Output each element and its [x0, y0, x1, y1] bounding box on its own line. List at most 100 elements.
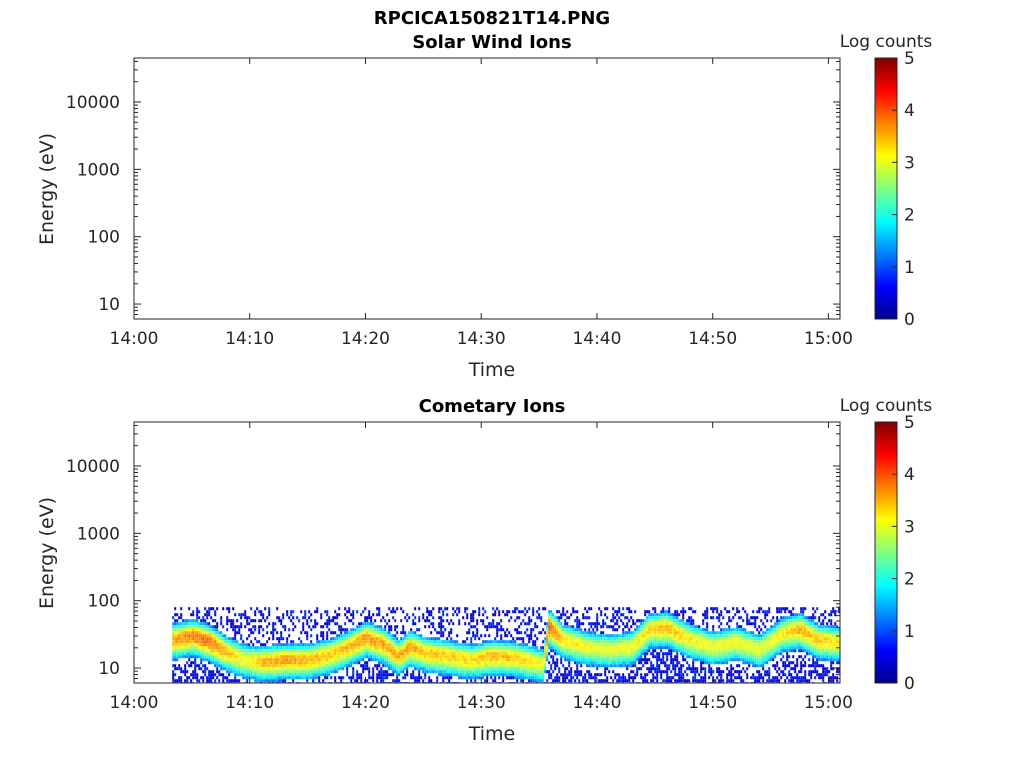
heatmap-cell [630, 643, 633, 647]
heatmap-cell [690, 628, 693, 632]
heatmap-cell [244, 661, 247, 665]
heatmap-cell [254, 658, 257, 662]
heatmap-cell [492, 646, 495, 650]
heatmap-cell [370, 655, 373, 659]
heatmap-cell [608, 652, 611, 656]
heatmap-cell [588, 646, 591, 650]
heatmap-cell [188, 628, 191, 632]
heatmap-cell [640, 658, 643, 662]
heatmap-cell [628, 607, 631, 611]
heatmap-cell [720, 655, 723, 659]
heatmap-cell [496, 652, 499, 656]
heatmap-cell [440, 622, 443, 626]
heatmap-cell [322, 631, 325, 635]
heatmap-cell [558, 670, 561, 674]
heatmap-cell [178, 676, 181, 680]
heatmap-cell [576, 667, 579, 671]
heatmap-cell [376, 676, 379, 680]
heatmap-cell [214, 661, 217, 665]
heatmap-cell [618, 637, 621, 641]
heatmap-cell [258, 679, 261, 683]
heatmap-cell [570, 646, 573, 650]
heatmap-cell [384, 643, 387, 647]
heatmap-cell [250, 658, 253, 662]
heatmap-cell [238, 628, 241, 632]
heatmap-cell [710, 643, 713, 647]
heatmap-cell [708, 643, 711, 647]
heatmap-cell [392, 673, 395, 677]
heatmap-cell [622, 634, 625, 638]
heatmap-cell [660, 643, 663, 647]
heatmap-cell [306, 646, 309, 650]
heatmap-cell [360, 649, 363, 653]
heatmap-cell [500, 667, 503, 671]
heatmap-cell [596, 628, 599, 632]
heatmap-cell [310, 619, 313, 623]
heatmap-cell [320, 631, 323, 635]
heatmap-cell [440, 619, 443, 623]
heatmap-cell [588, 634, 591, 638]
heatmap-cell [666, 676, 669, 680]
heatmap-cell [214, 658, 217, 662]
heatmap-cell [330, 670, 333, 674]
heatmap-cell [194, 655, 197, 659]
heatmap-cell [380, 619, 383, 623]
heatmap-cell [252, 667, 255, 671]
heatmap-cell [664, 619, 667, 623]
heatmap-cell [404, 652, 407, 656]
heatmap-cell [264, 670, 267, 674]
heatmap-cell [306, 667, 309, 671]
heatmap-cell [432, 643, 435, 647]
heatmap-cell [390, 637, 393, 641]
heatmap-cell [282, 613, 285, 617]
heatmap-cell [674, 646, 677, 650]
heatmap-cell [640, 622, 643, 626]
heatmap-cell [520, 664, 523, 668]
heatmap-cell [478, 649, 481, 653]
heatmap-cell [316, 667, 319, 671]
heatmap-cell [334, 622, 337, 626]
heatmap-cell [370, 652, 373, 656]
heatmap-cell [460, 652, 463, 656]
heatmap-cell [224, 661, 227, 665]
heatmap-cell [260, 664, 263, 668]
heatmap-cell [374, 655, 377, 659]
heatmap-cell [676, 628, 679, 632]
heatmap-cell [358, 634, 361, 638]
heatmap-cell [674, 634, 677, 638]
heatmap-cell [468, 649, 471, 653]
heatmap-cell [590, 664, 593, 668]
heatmap-cell [682, 643, 685, 647]
heatmap-cell [424, 619, 427, 623]
heatmap-cell [502, 610, 505, 614]
heatmap-cell [256, 679, 259, 683]
heatmap-cell [720, 652, 723, 656]
heatmap-cell [410, 664, 413, 668]
heatmap-cell [562, 679, 565, 683]
heatmap-cell [204, 664, 207, 668]
heatmap-cell [644, 625, 647, 629]
heatmap-cell [296, 670, 299, 674]
heatmap-cell [558, 640, 561, 644]
heatmap-cell [396, 625, 399, 629]
heatmap-cell [190, 613, 193, 617]
heatmap-cell [368, 628, 371, 632]
heatmap-cell [364, 607, 367, 611]
heatmap-cell [374, 619, 377, 623]
heatmap-cell [194, 637, 197, 641]
heatmap-cell [526, 649, 529, 653]
heatmap-cell [600, 679, 603, 683]
heatmap-cell [462, 655, 465, 659]
heatmap-cell [644, 646, 647, 650]
heatmap-cell [500, 625, 503, 629]
heatmap-cell [472, 613, 475, 617]
heatmap-cell [330, 640, 333, 644]
heatmap-cell [284, 679, 287, 683]
heatmap-cell [358, 649, 361, 653]
heatmap-cell [414, 664, 417, 668]
heatmap-cell [320, 673, 323, 677]
heatmap-cell [196, 634, 199, 638]
heatmap-cell [580, 664, 583, 668]
heatmap-cell [548, 673, 551, 677]
heatmap-cell [538, 667, 541, 671]
